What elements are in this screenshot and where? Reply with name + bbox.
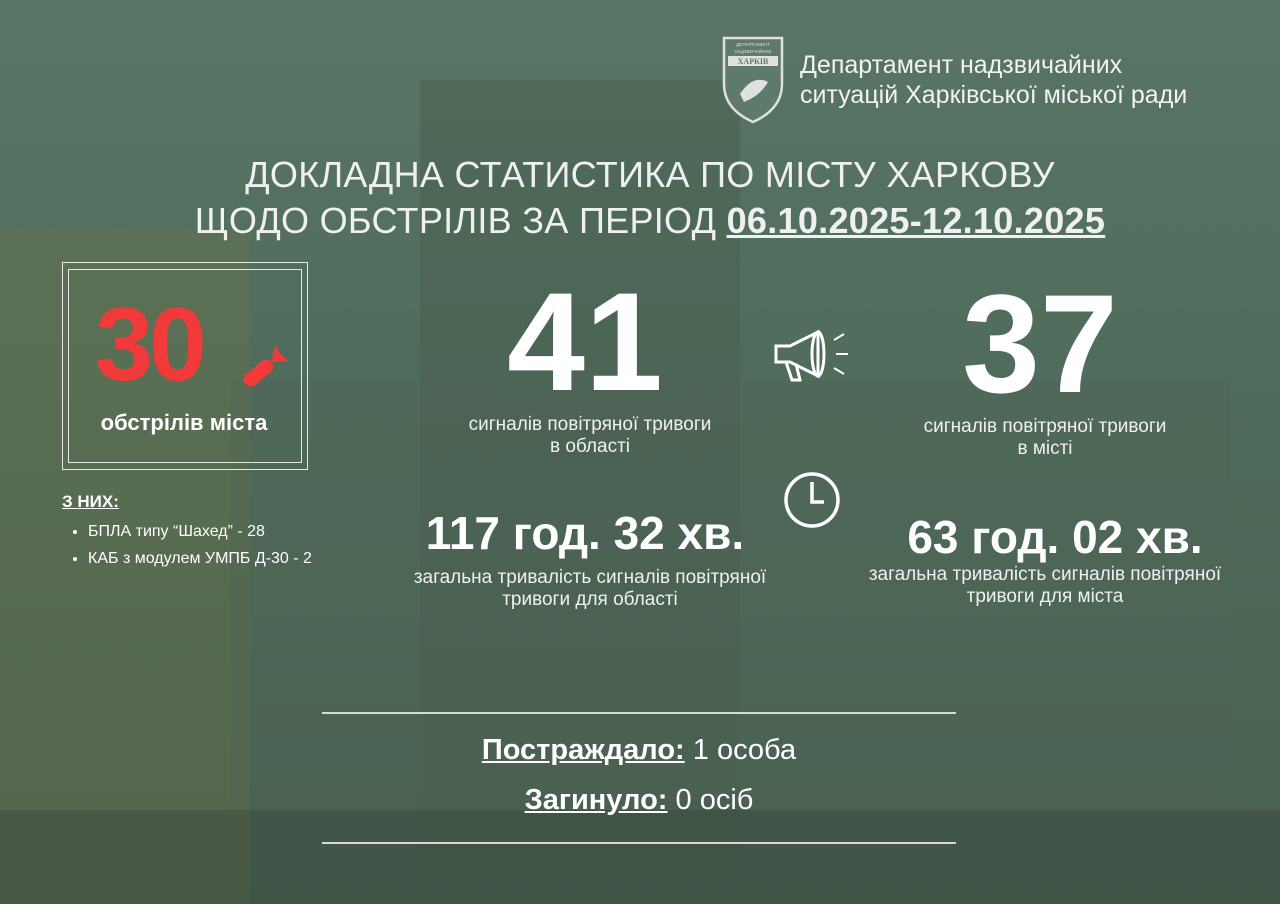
department-name: Департамент надзвичайних ситуацій Харків… <box>800 50 1187 110</box>
missile-icon <box>243 344 290 387</box>
region-alert-count: 41 <box>507 263 663 420</box>
department-line: Департамент надзвичайних <box>800 51 1123 79</box>
svg-text:ДЕПАРТАМЕНТ: ДЕПАРТАМЕНТ <box>736 42 770 47</box>
caption-line: сигналів повітряної тривоги <box>468 414 712 435</box>
list-item: БПЛА типу “Шахед” - 28 <box>88 518 312 545</box>
city-alert-duration: 63 год. 02 хв. <box>907 511 1203 563</box>
breakdown-list: БПЛА типу “Шахед” - 28 КАБ з модулем УМП… <box>62 518 312 572</box>
divider <box>322 842 956 844</box>
shelling-frame-inner <box>68 269 302 463</box>
region-alert-label: сигналів повітряної тривоги в області <box>420 414 760 458</box>
title-line1: ДОКЛАДНА СТАТИСТИКА ПО МІСТУ ХАРКОВУ <box>245 154 1055 195</box>
shelling-count: 30 <box>95 287 207 403</box>
city-alert-label: сигналів повітряної тривоги в місті <box>875 416 1215 460</box>
caption-line: загальна тривалість сигналів повітряної <box>868 564 1222 585</box>
killed-value: 0 осіб <box>667 784 754 816</box>
title-period: 06.10.2025-12.10.2025 <box>726 200 1106 241</box>
megaphone-icon <box>774 329 848 382</box>
region-duration-label: загальна тривалість сигналів повітряної … <box>370 567 810 611</box>
title-line2: ЩОДО ОБСТРІЛІВ ЗА ПЕРІОД 06.10.2025-12.1… <box>0 198 1280 244</box>
injured-label: Постраждало: <box>481 734 685 766</box>
department-line: ситуацій Харківської міської ради <box>800 81 1188 109</box>
caption-line: тривоги для області <box>502 589 678 610</box>
page-title: ДОКЛАДНА СТАТИСТИКА ПО МІСТУ ХАРКОВУ ЩОД… <box>0 152 1280 244</box>
caption-line: в місті <box>1017 438 1073 459</box>
city-alert-count: 37 <box>962 265 1118 422</box>
killed-label: Загинуло: <box>524 784 668 816</box>
city-duration-label: загальна тривалість сигналів повітряної … <box>825 564 1265 608</box>
injured-value: 1 особа <box>684 734 797 766</box>
caption-line: тривоги для міста <box>966 586 1124 607</box>
clock-icon <box>784 472 840 528</box>
svg-text:НАДЗВИЧАЙНИХ: НАДЗВИЧАЙНИХ <box>734 47 771 54</box>
injured-line: Постраждало: 1 особа <box>322 734 956 767</box>
region-alert-duration: 117 год. 32 хв. <box>425 507 745 559</box>
breakdown-title: З НИХ: <box>62 492 119 511</box>
killed-line: Загинуло: 0 осіб <box>322 784 956 817</box>
shelling-frame <box>62 262 308 470</box>
shelling-label: обстрілів міста <box>100 410 268 435</box>
caption-line: в області <box>549 436 631 457</box>
title-prefix: ЩОДО ОБСТРІЛІВ ЗА ПЕРІОД <box>194 200 727 241</box>
list-item: КАБ з модулем УМПБ Д-30 - 2 <box>88 545 312 572</box>
caption-line: загальна тривалість сигналів повітряної <box>413 567 767 588</box>
divider <box>322 712 956 714</box>
department-logo: ХАРКІВ ДЕПАРТАМЕНТ НАДЗВИЧАЙНИХ <box>722 36 784 124</box>
caption-line: сигналів повітряної тривоги <box>923 416 1167 437</box>
svg-text:ХАРКІВ: ХАРКІВ <box>738 57 769 66</box>
